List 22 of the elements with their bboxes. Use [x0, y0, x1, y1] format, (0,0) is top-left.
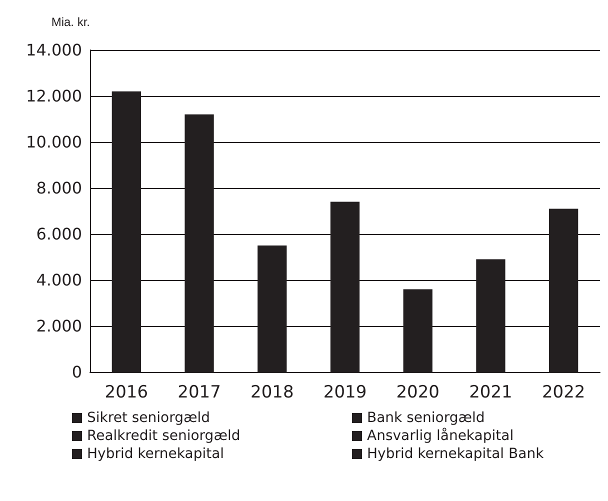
text: Hybrid kernekapital Bank — [367, 446, 544, 462]
x-tick-label: 2016 — [104, 382, 148, 402]
x-tick-label: 2017 — [178, 382, 221, 402]
y-tick-label: 10.000 — [26, 132, 82, 152]
x-tick-label: 2022 — [542, 382, 586, 402]
text: Bank seniorgæld — [367, 410, 485, 426]
x-tick-label: 2018 — [250, 382, 294, 402]
y-axis-title: Mia. kr. — [51, 15, 90, 29]
text: Ansvarlig lånekapital — [367, 428, 514, 444]
x-tick-label: 2019 — [323, 382, 367, 402]
y-tick-label: 6.000 — [36, 224, 82, 244]
y-tick-label: 0 — [72, 362, 82, 382]
text: Realkredit seniorgæld — [87, 428, 240, 444]
x-tick-label: 2021 — [469, 382, 512, 402]
text: Sikret seniorgæld — [87, 410, 210, 426]
x-tick-label: 2020 — [396, 382, 440, 402]
y-tick-label: 14.000 — [26, 40, 82, 60]
y-tick-label: 12.000 — [26, 86, 82, 106]
text: Hybrid kernekapital — [87, 446, 224, 462]
y-tick-label: 8.000 — [36, 178, 82, 198]
y-tick-label: 2.000 — [36, 316, 82, 336]
y-tick-label: 4.000 — [36, 270, 82, 290]
